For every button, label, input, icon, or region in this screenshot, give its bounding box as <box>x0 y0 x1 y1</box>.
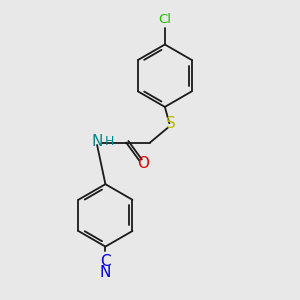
Text: N: N <box>91 134 102 148</box>
Text: C: C <box>100 254 111 269</box>
Text: Cl: Cl <box>158 13 171 26</box>
Text: S: S <box>166 116 176 131</box>
Text: H: H <box>105 135 114 148</box>
Text: N: N <box>100 265 111 280</box>
Text: O: O <box>137 156 149 171</box>
